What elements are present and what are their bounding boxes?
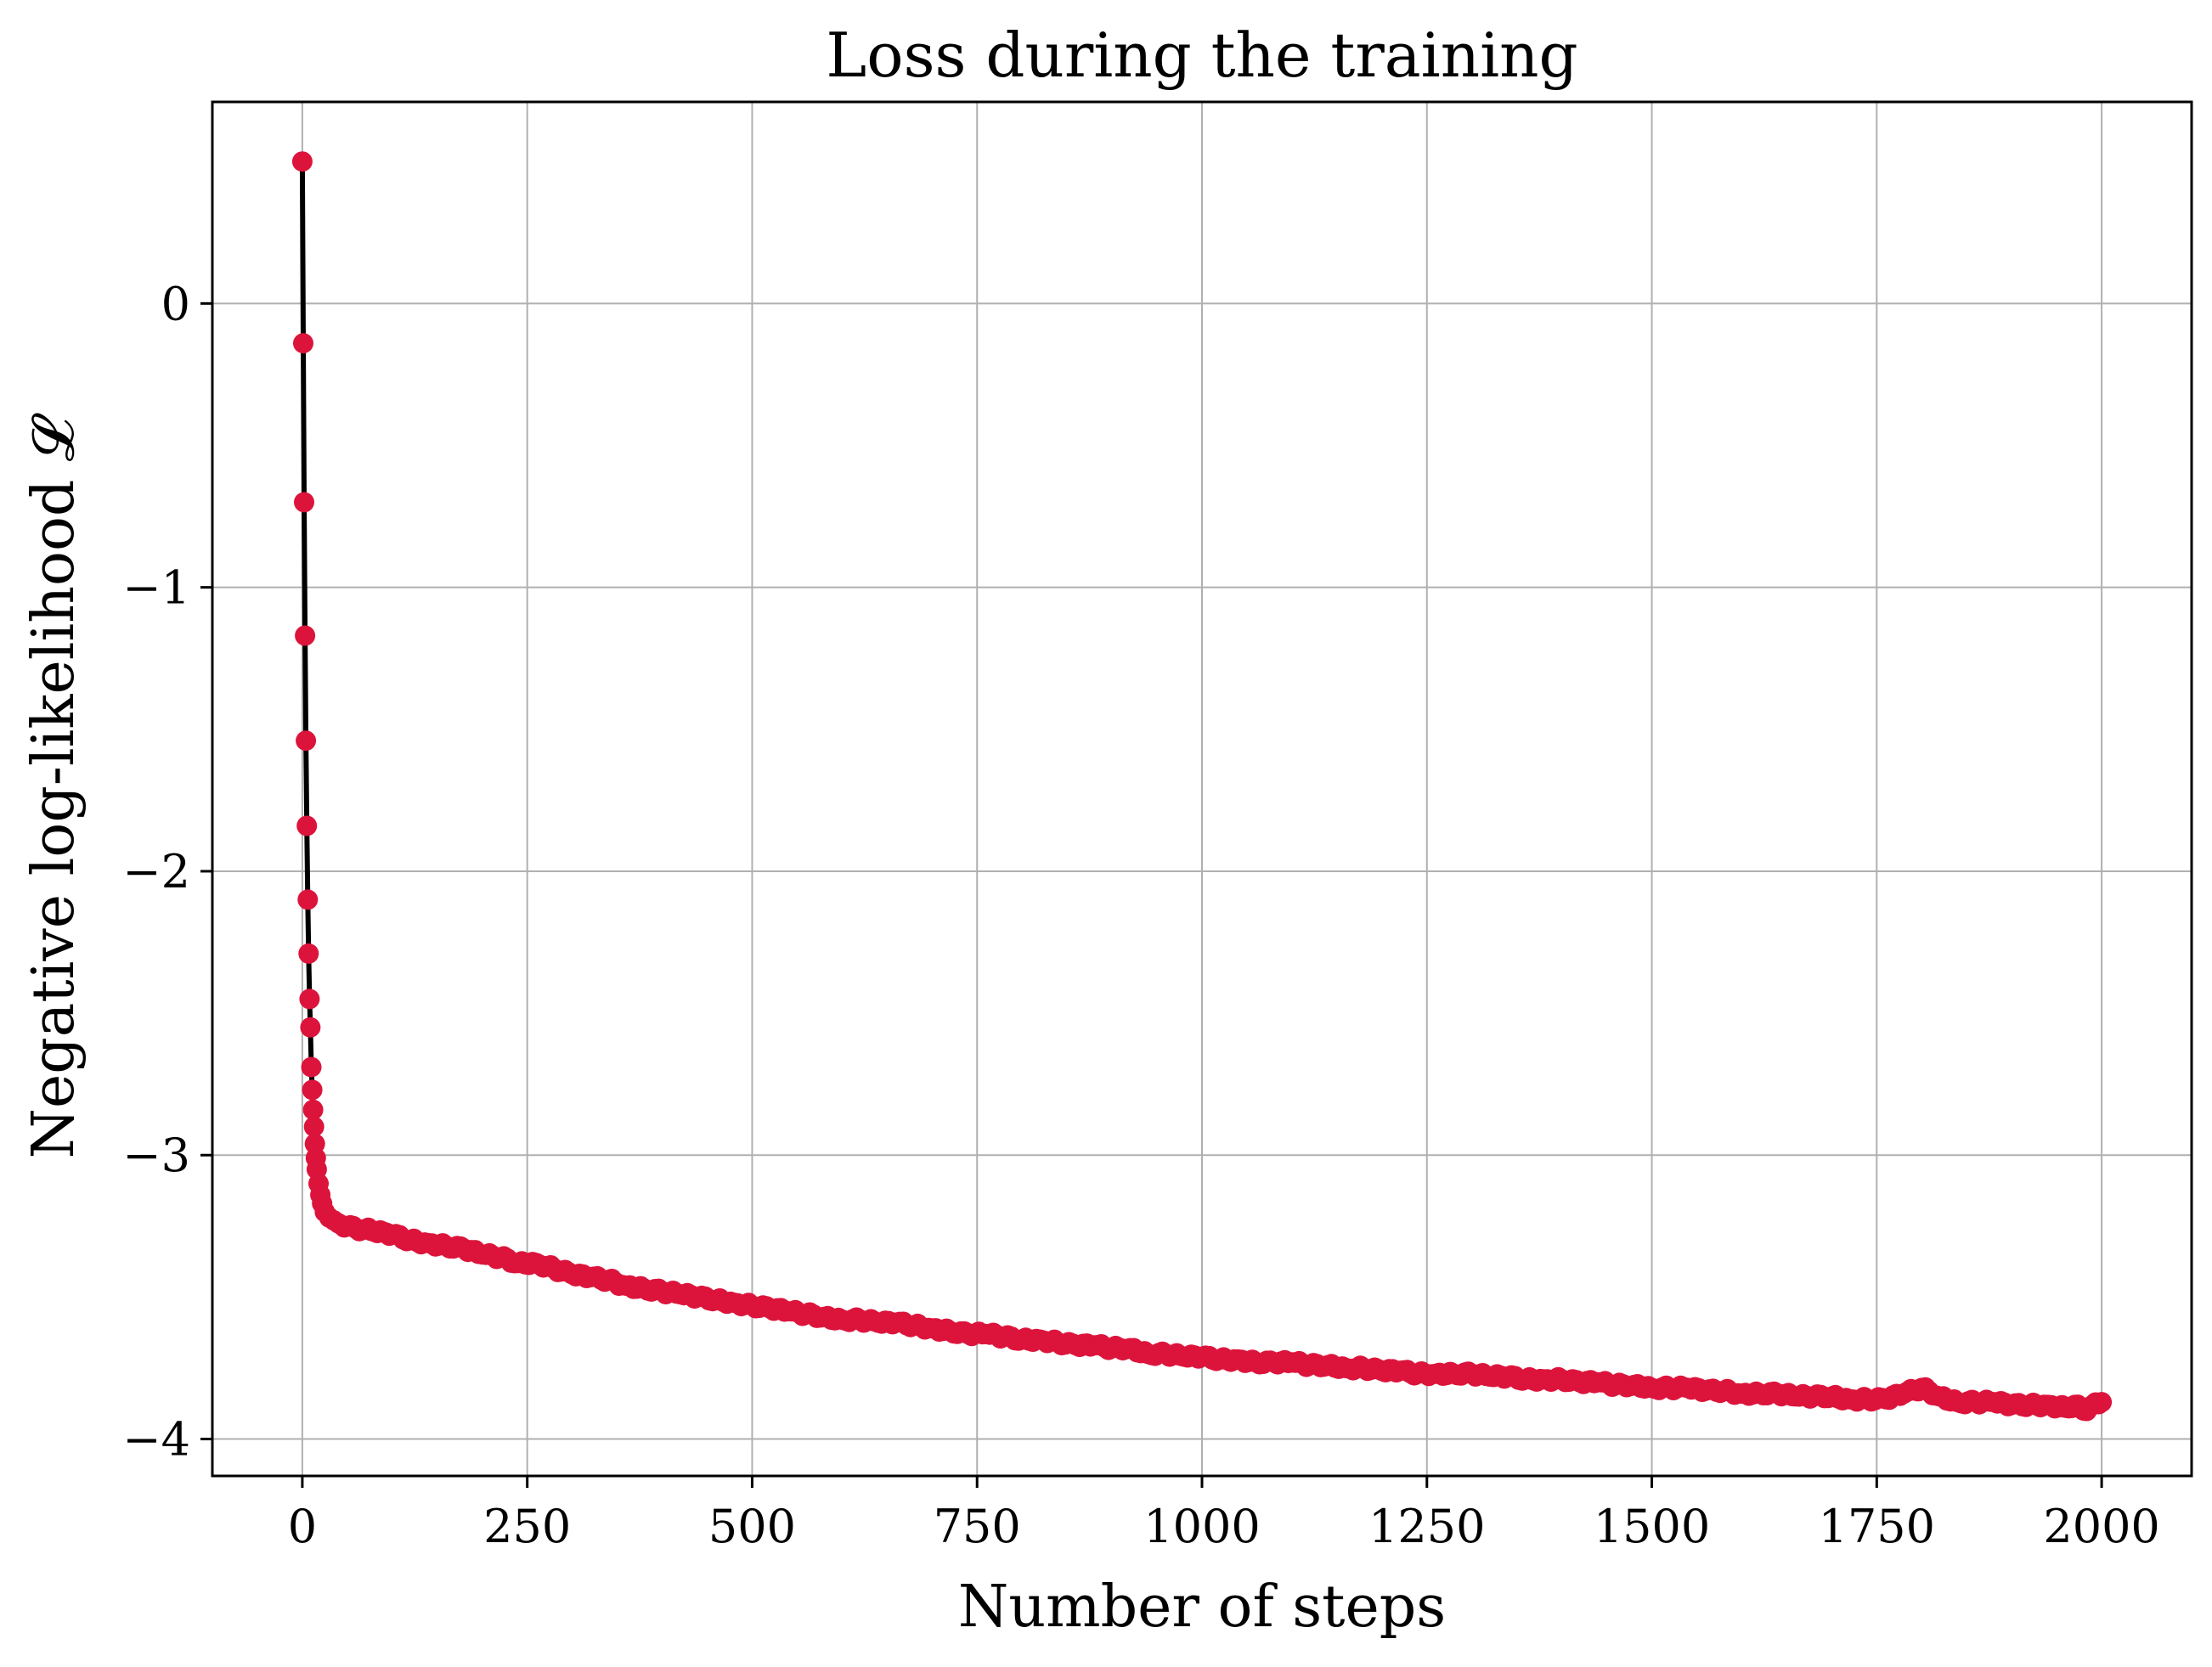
x-tick-label: 1250	[1368, 1500, 1485, 1553]
x-tick-label: 750	[934, 1500, 1021, 1553]
ticks: 0 250 500 750 1000 1250 1500 1750 2000 0 −1 −2 −3 −4	[122, 277, 2159, 1553]
y-tick-label: 0	[161, 277, 190, 330]
chart-title: Loss during the training	[826, 20, 1577, 91]
series-markers	[291, 151, 2113, 1422]
x-tick-label: 1750	[1819, 1500, 1935, 1553]
x-tick-label: 250	[483, 1500, 571, 1553]
x-axis-label: Number of steps	[958, 1574, 1446, 1641]
x-tick-label: 1500	[1594, 1500, 1710, 1553]
grid	[212, 102, 2192, 1476]
y-tick-label: −4	[122, 1413, 190, 1467]
plot-area	[291, 151, 2113, 1422]
data-point	[295, 625, 316, 646]
data-point	[296, 815, 318, 836]
y-tick-label: −2	[122, 845, 190, 898]
x-tick-label: 1000	[1143, 1500, 1260, 1553]
data-point	[303, 1116, 324, 1137]
data-point	[302, 1079, 323, 1101]
x-tick-label: 500	[708, 1500, 796, 1553]
y-tick-label: −3	[122, 1129, 190, 1182]
x-tick-label: 2000	[2043, 1500, 2159, 1553]
data-point	[294, 492, 314, 513]
data-point	[301, 1056, 322, 1078]
x-tick-label: 0	[288, 1500, 317, 1553]
y-axis-label: Negative log-likelihood 𝓛	[20, 413, 87, 1159]
y-tick-label: −1	[122, 561, 190, 615]
data-point	[299, 988, 320, 1010]
data-point	[300, 1017, 321, 1038]
data-point	[302, 1099, 324, 1120]
data-point	[291, 151, 313, 172]
data-point	[293, 333, 313, 354]
data-point	[298, 943, 319, 964]
data-point	[297, 889, 319, 910]
data-point	[296, 730, 317, 752]
data-point	[2088, 1394, 2109, 1415]
